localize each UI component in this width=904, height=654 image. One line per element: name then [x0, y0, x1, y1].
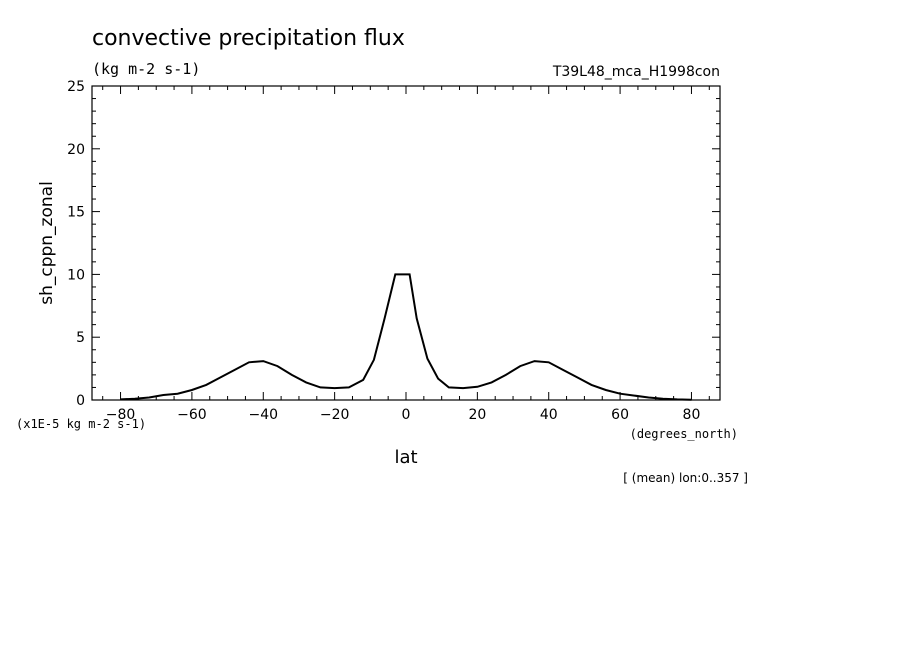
y-tick-label: 5 — [76, 330, 85, 346]
y-axis-label: sh_cppn_zonal — [37, 181, 57, 305]
x-tick-labels: −80 −60 −40 −20 0 20 40 60 80 — [106, 407, 701, 423]
y-tick-label: 0 — [76, 393, 85, 409]
y-tick-label: 25 — [67, 79, 85, 95]
x-axis-label: lat — [394, 447, 417, 468]
y-tick-labels: 0 5 10 15 20 25 — [67, 79, 85, 409]
chart-subtitle: (kg m-2 s-1) — [92, 60, 200, 78]
plot-frame — [91, 85, 721, 401]
y-axis-units: (x1E-5 kg m-2 s-1) — [16, 417, 146, 431]
x-tick-label: −60 — [177, 407, 207, 423]
chart-title: convective precipitation flux — [92, 26, 405, 51]
x-tick-label: 40 — [540, 407, 558, 423]
y-tick-label: 15 — [67, 205, 85, 221]
x-tick-label: 60 — [611, 407, 629, 423]
x-tick-label: −80 — [106, 407, 136, 423]
series-line — [120, 273, 692, 401]
footnote: [ (mean) lon:0..357 ] — [623, 471, 748, 485]
y-tick-label: 20 — [67, 142, 85, 158]
x-tick-label: −40 — [248, 407, 278, 423]
x-tick-label: 0 — [402, 407, 411, 423]
x-tick-label: −20 — [320, 407, 350, 423]
run-label: T39L48_mca_H1998con — [552, 64, 720, 80]
y-tick-label: 10 — [67, 267, 85, 283]
x-tick-label: 20 — [468, 407, 486, 423]
axis-ticks — [92, 85, 720, 401]
x-axis-units: (degrees_north) — [630, 427, 738, 441]
x-tick-label: 80 — [683, 407, 701, 423]
